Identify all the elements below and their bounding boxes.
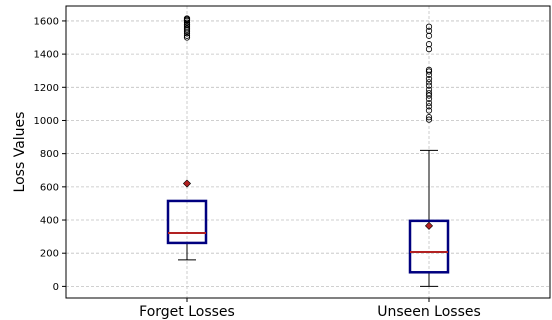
box-elements xyxy=(166,15,450,287)
outlier-point xyxy=(183,26,191,34)
outlier-point xyxy=(425,71,433,78)
outlier-point xyxy=(425,86,433,93)
outlier-point xyxy=(425,41,433,48)
outlier-point xyxy=(183,23,191,30)
outlier-point xyxy=(425,95,433,103)
outlier-point xyxy=(425,68,433,75)
outlier-point xyxy=(425,107,433,114)
iqr-box xyxy=(408,219,450,274)
x-tick-label: Forget Losses xyxy=(139,304,235,320)
outlier-point xyxy=(425,27,433,34)
outlier-point xyxy=(425,66,433,73)
iqr-box xyxy=(166,199,208,245)
x-axis-labels: Forget Losses Unseen Losses xyxy=(139,298,481,320)
y-tick-label: 600 xyxy=(40,182,59,193)
y-tick-label: 1400 xyxy=(34,50,59,61)
y-tick-label: 400 xyxy=(40,216,59,227)
outlier-point xyxy=(425,32,433,39)
outlier-point xyxy=(183,28,191,35)
outlier-point xyxy=(183,19,191,26)
outlier-point xyxy=(183,15,191,22)
outlier-point xyxy=(183,30,191,37)
outlier-point xyxy=(425,23,433,30)
outlier-point xyxy=(425,103,433,110)
outlier-point xyxy=(425,116,433,123)
outlier-point xyxy=(425,114,433,121)
outlier-point xyxy=(425,99,433,107)
outlier-point xyxy=(425,82,433,89)
y-axis-ticks: 0 200 400 600 800 1000 1200 1400 1600 xyxy=(34,16,66,293)
box-group xyxy=(408,23,450,287)
x-tick-label: Unseen Losses xyxy=(377,304,481,320)
outlier-point xyxy=(183,21,191,28)
outlier-point xyxy=(183,25,191,32)
outlier-point xyxy=(425,75,433,83)
outlier-point xyxy=(183,34,191,41)
y-tick-label: 1200 xyxy=(34,83,59,94)
y-tick-label: 1000 xyxy=(34,116,59,127)
mean-marker xyxy=(182,179,192,188)
mean-marker xyxy=(424,221,434,230)
outlier-point xyxy=(425,90,433,97)
outlier-point xyxy=(425,92,433,99)
y-tick-label: 1600 xyxy=(34,16,59,27)
y-tick-label: 200 xyxy=(40,249,59,260)
grid-lines xyxy=(66,6,550,298)
plot-frame xyxy=(65,5,551,299)
y-tick-label: 0 xyxy=(53,282,59,293)
outlier-point xyxy=(425,79,433,86)
y-axis-title: Loss Values xyxy=(12,112,28,193)
outlier-point xyxy=(183,32,191,39)
box-group xyxy=(166,15,208,261)
outlier-point xyxy=(425,46,433,53)
y-tick-label: 800 xyxy=(40,149,59,160)
